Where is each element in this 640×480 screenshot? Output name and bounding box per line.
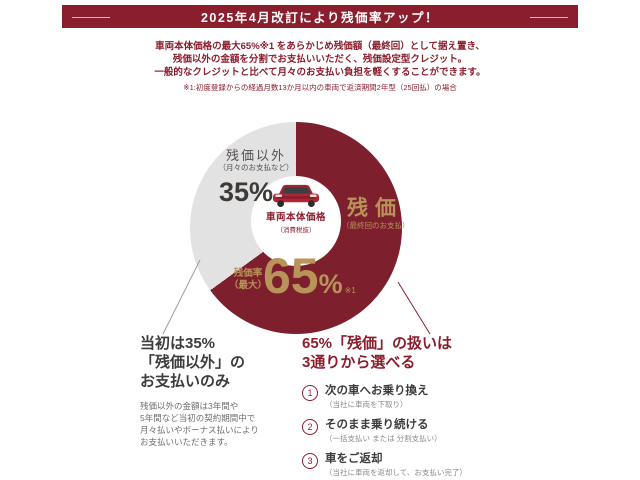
slice-label-other: 残価以外 — [225, 148, 286, 163]
option-number-badge: 3 — [302, 453, 318, 469]
slice-sublabel-zanka: （最終回のお支払） — [342, 221, 410, 230]
intro-line: 残価以外の金額を分割でお支払いいただく、残価設定型クレジット。 — [172, 54, 468, 65]
left-heading-line: 当初は35% — [140, 335, 216, 352]
slice-sublabel-other: （月々のお支払など） — [218, 163, 294, 172]
right-heading-line: 3通りから選べる — [302, 354, 416, 371]
intro-footnote: ※1:初度登録からの経過月数13か月以内の車両で返済期間2年型（25回払）の場合 — [183, 83, 457, 92]
option-number-badge: 1 — [302, 385, 318, 401]
banner-rule-right — [530, 16, 568, 18]
banner-rule-left — [72, 16, 110, 18]
rate-label-line2: （最大） — [228, 280, 267, 291]
intro-line: 車両本体価格の最大65%※1 をあらかじめ残価額（最終回）として据え置き、 — [155, 41, 485, 52]
option-note: （一括支払い または 分割支払い） — [325, 434, 442, 443]
rate-value-number: 65 — [263, 248, 319, 304]
slice-label-zanka: 残価 — [347, 197, 403, 220]
leader-line-left — [162, 259, 201, 335]
rate-label-line1: 残価率 — [233, 268, 263, 279]
rate-value-percent: % — [318, 269, 343, 299]
option-number-badge: 2 — [302, 419, 318, 435]
left-heading-line: 「残価以外」の — [140, 354, 246, 371]
option-note: （当社に車両を下取り） — [325, 400, 408, 409]
left-body-line: 月々払いやボーナス払いにより — [140, 425, 259, 435]
banner: 2025年4月改訂により残価率アップ！ — [62, 5, 578, 28]
banner-title: 2025年4月改訂により残価率アップ！ — [200, 11, 439, 25]
leader-line-right — [397, 281, 431, 335]
center-title: 車両本体価格 — [265, 212, 326, 223]
right-heading-line: 65%「残価」の扱いは — [302, 335, 453, 352]
slice-percent-other: 35% — [218, 177, 274, 207]
option-label: 車をご返却 — [325, 453, 383, 465]
rate-value: 65 % ※1 — [263, 251, 356, 301]
left-heading-line: お支払いのみ — [140, 373, 231, 390]
options-list: 1 次の車へお乗り換え （当社に車両を下取り） 2 そのまま乗り続ける （一括支… — [302, 384, 502, 478]
option-item: 2 そのまま乗り続ける （一括支払い または 分割支払い） — [302, 418, 502, 444]
left-explanation: 当初は35% 「残価以外」の お支払いのみ 残価以外の金額は3年間や 5年間など… — [140, 334, 300, 448]
rate-value-footnote: ※1 — [344, 286, 356, 295]
option-label: そのまま乗り続ける — [325, 419, 429, 431]
left-body: 残価以外の金額は3年間や 5年間など当初の契約期間中で 月々払いやボーナス払いに… — [140, 400, 300, 448]
center-subtitle: （消費税抜） — [276, 227, 316, 234]
intro-paragraph: 車両本体価格の最大65%※1 をあらかじめ残価額（最終回）として据え置き、 残価… — [0, 40, 640, 93]
option-item: 1 次の車へお乗り換え （当社に車両を下取り） — [302, 384, 502, 410]
left-body-line: 5年間など当初の契約期間中で — [140, 413, 256, 423]
option-note: （当社に車両を返却して、お支払い完了） — [325, 468, 467, 477]
donut-center: 車両本体価格 （消費税抜） — [251, 176, 341, 266]
option-item: 3 車をご返却 （当社に車両を返却して、お支払い完了） — [302, 452, 502, 478]
left-body-line: お支払いいただきます。 — [140, 437, 233, 447]
option-label: 次の車へお乗り換え — [325, 385, 429, 397]
intro-line: 一般的なクレジットと比べて月々のお支払い負担を軽くすることができます。 — [154, 67, 486, 78]
right-explanation: 65%「残価」の扱いは 3通りから選べる 1 次の車へお乗り換え （当社に車両を… — [302, 334, 502, 480]
left-body-line: 残価以外の金額は3年間や — [140, 401, 239, 411]
car-icon — [272, 184, 320, 208]
rate-label: 残価率 （最大） — [226, 268, 270, 292]
